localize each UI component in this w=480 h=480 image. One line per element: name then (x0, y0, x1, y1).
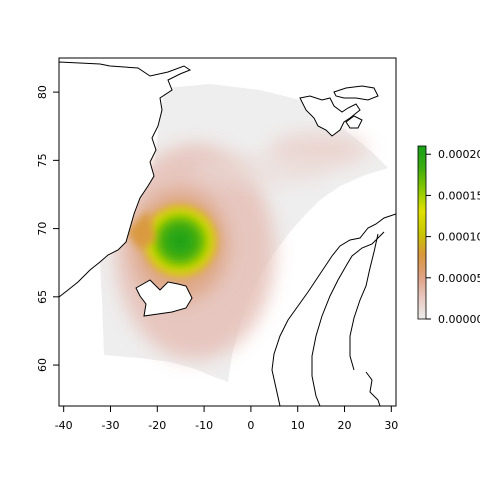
y-tick-label: 65 (36, 290, 49, 304)
coastlines (59, 61, 396, 406)
legend-tick-label: 0.00020 (438, 148, 480, 161)
svalbard-east-coastline (345, 115, 363, 129)
y-tick-label: 80 (36, 85, 49, 99)
x-tick-label: -10 (195, 419, 213, 432)
y-tick-label: 70 (36, 222, 49, 236)
y-tick-label: 75 (36, 153, 49, 167)
svalbard-coastline (299, 95, 361, 137)
x-tick-label: -30 (102, 419, 120, 432)
legend-tick-label: 0.00015 (438, 189, 480, 202)
color-legend: 0.00000 0.00005 0.00010 0.00015 0.00020 (417, 145, 480, 326)
x-axis: -40 -30 -20 -10 0 10 20 30 (55, 405, 398, 432)
density-orange-tongue (126, 210, 156, 250)
x-tick-label: 20 (338, 419, 352, 432)
iceland-coastline (135, 279, 193, 317)
svalbard-north-coastline (333, 85, 379, 101)
legend-color-bar (417, 145, 427, 320)
density-ridge (192, 154, 332, 186)
norway-sweden-border (311, 231, 385, 406)
legend-tick-label: 0.00000 (438, 313, 480, 326)
y-tick-label: 60 (36, 358, 49, 372)
legend-tick-label: 0.00005 (438, 272, 480, 285)
scandinavia-coastline (271, 213, 396, 406)
x-tick-label: -40 (55, 419, 73, 432)
baltic-coastline (365, 371, 381, 406)
x-tick-label: -20 (148, 419, 166, 432)
density-core (142, 204, 218, 278)
x-tick-label: 10 (291, 419, 305, 432)
plot-area (59, 61, 396, 406)
x-tick-label: 30 (384, 419, 398, 432)
sweden-finland-border (349, 233, 379, 371)
greenland-coastline (59, 61, 192, 298)
x-tick-label: 0 (247, 419, 254, 432)
legend-ticks: 0.00000 0.00005 0.00010 0.00015 0.00020 (426, 148, 480, 326)
y-axis: 60 65 70 75 80 (36, 85, 60, 372)
legend-tick-label: 0.00010 (438, 231, 480, 244)
